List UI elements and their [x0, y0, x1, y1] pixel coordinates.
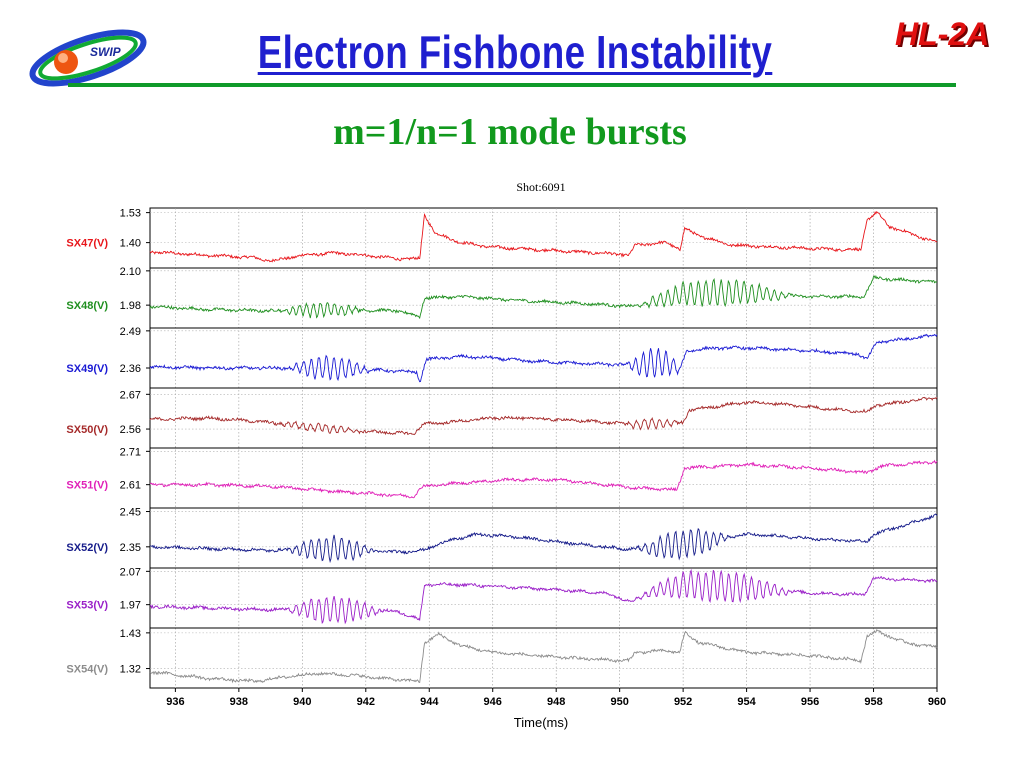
series-label: SX52(V) — [66, 542, 108, 554]
series-trace — [149, 629, 938, 684]
y-tick-label: 1.53 — [120, 208, 141, 220]
y-tick-label: 1.40 — [120, 238, 141, 250]
slide-title: Electron Fishbone Instability — [257, 26, 773, 78]
y-tick-label: 2.49 — [120, 326, 141, 338]
x-tick-label: 942 — [357, 696, 375, 708]
series-label: SX49(V) — [66, 363, 108, 375]
y-tick-label: 1.97 — [120, 600, 141, 612]
y-tick-label: 2.71 — [120, 446, 141, 458]
series-label: SX51(V) — [66, 480, 108, 492]
x-tick-label: 946 — [484, 696, 502, 708]
series-trace — [149, 513, 938, 564]
series-label: SX50(V) — [66, 424, 108, 436]
sxr-chart: Shot:6091 Time(ms) 936 938 940 942 944 946 948… — [0, 180, 946, 730]
y-tick-label: 1.43 — [120, 628, 141, 640]
x-axis-label: Time(ms) — [514, 715, 568, 730]
y-tick-label: 2.07 — [120, 566, 141, 578]
title-rule — [68, 83, 956, 87]
series-label: SX48(V) — [66, 300, 108, 312]
series-trace — [149, 211, 938, 263]
series-trace — [149, 459, 938, 499]
x-tick-label: 960 — [928, 696, 946, 708]
y-tick-label: 2.10 — [120, 266, 141, 278]
slide-subtitle: m=1/n=1 mode bursts — [333, 111, 687, 153]
y-tick-label: 2.56 — [120, 424, 141, 436]
x-tick-label: 958 — [864, 696, 882, 708]
x-tick-label: 948 — [547, 696, 565, 708]
x-tick-label: 940 — [293, 696, 311, 708]
x-tick-label: 936 — [166, 696, 184, 708]
x-tick-label: 954 — [737, 696, 756, 708]
series-trace — [149, 396, 938, 436]
label-clip-mask — [0, 208, 57, 688]
x-tick-label: 950 — [610, 696, 628, 708]
y-tick-label: 2.67 — [120, 389, 141, 401]
hl2a-brand-mark: HL-2A — [895, 16, 990, 52]
series-trace — [149, 568, 938, 625]
y-tick-label: 2.61 — [120, 480, 141, 492]
y-tick-label: 2.36 — [120, 363, 141, 375]
x-tick-label: 938 — [230, 696, 248, 708]
swip-logo: SWIP — [29, 29, 147, 87]
x-tick-label: 956 — [801, 696, 819, 708]
series-trace — [149, 275, 937, 320]
y-tick-label: 1.98 — [120, 300, 141, 312]
y-tick-label: 2.35 — [120, 542, 141, 554]
logo-text: SWIP — [90, 45, 122, 59]
x-tick-label: 952 — [674, 696, 692, 708]
series-label: SX53(V) — [66, 600, 108, 612]
x-tick-label: 944 — [420, 696, 439, 708]
chart-title: Shot:6091 — [516, 180, 565, 194]
series-label: SX54(V) — [66, 664, 108, 676]
y-tick-label: 2.45 — [120, 507, 141, 519]
series-trace — [149, 333, 938, 383]
series-label: SX47(V) — [66, 238, 108, 250]
y-tick-label: 1.32 — [120, 664, 141, 676]
